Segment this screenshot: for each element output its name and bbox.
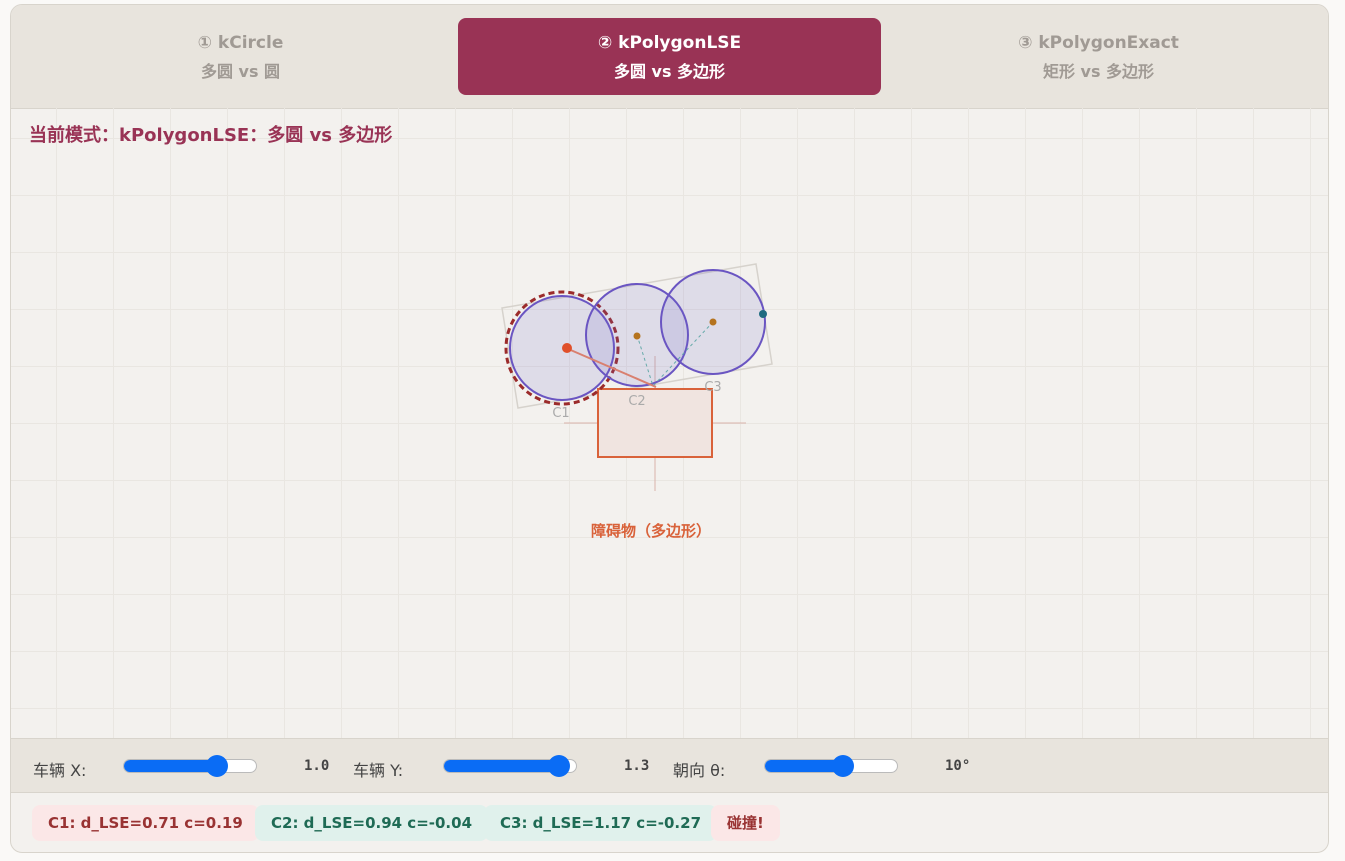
canvas	[11, 108, 1328, 738]
tab-title: ③ kPolygonExact	[1018, 33, 1179, 53]
control-label: 车辆 Y:	[353, 761, 404, 780]
status-chip: C3: d_LSE=1.17 c=-0.27	[484, 805, 718, 841]
control-value: 1.0	[304, 758, 330, 774]
tab-subtitle: 多圆 vs 多边形	[613, 62, 726, 81]
tab-title: ① kCircle	[197, 33, 284, 53]
tab-subtitle: 多圆 vs 圆	[200, 62, 281, 81]
tab[interactable]: ③ kPolygonExact 矩形 vs 多边形	[887, 18, 1310, 95]
slider[interactable]	[443, 755, 577, 777]
tab-bar: ① kCircle 多圆 vs 圆 ② kPolygonLSE 多圆 vs 多边形 …	[11, 5, 1328, 109]
status-chip: 碰撞!	[711, 805, 780, 841]
control-label: 朝向 θ:	[673, 761, 726, 780]
tab-title: ② kPolygonLSE	[597, 33, 742, 53]
tab[interactable]: ① kCircle 多圆 vs 圆	[29, 18, 452, 95]
status-chip: C2: d_LSE=0.94 c=-0.04	[255, 805, 489, 841]
control-bar: 车辆 X: 1.0 车辆 Y: 1.3 朝向 θ: 10°	[11, 738, 1328, 793]
app: ① kCircle 多圆 vs 圆 ② kPolygonLSE 多圆 vs 多边形 …	[10, 4, 1329, 853]
tab-active[interactable]: ② kPolygonLSE 多圆 vs 多边形	[458, 18, 881, 95]
mode-label: 当前模式：kPolygonLSE：多圆 vs 多边形	[29, 125, 393, 146]
control-value: 1.3	[624, 758, 650, 774]
status-chip: C1: d_LSE=0.71 c=0.19	[32, 805, 259, 841]
tab-subtitle: 矩形 vs 多边形	[1042, 62, 1155, 81]
slider[interactable]	[123, 755, 257, 777]
control-label: 车辆 X:	[33, 761, 87, 780]
slider[interactable]	[764, 755, 898, 777]
control-value: 10°	[945, 758, 971, 774]
